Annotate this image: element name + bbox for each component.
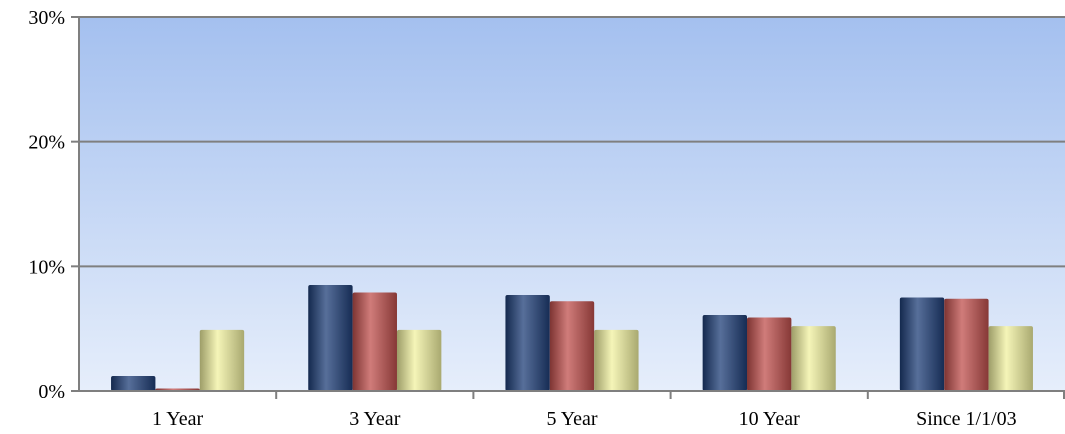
x-axis-tick-labels: 1 Year 3 Year 5 Year 10 Year Since 1/1/03 bbox=[152, 408, 1017, 430]
bar bbox=[352, 292, 397, 391]
bar bbox=[594, 329, 639, 391]
y-tick-label: 20% bbox=[28, 132, 65, 154]
x-tick-label: Since 1/1/03 bbox=[916, 408, 1017, 430]
bar bbox=[549, 301, 595, 391]
bar bbox=[111, 376, 156, 391]
bar bbox=[791, 326, 836, 391]
bar bbox=[702, 314, 748, 391]
x-tick-label: 5 Year bbox=[546, 408, 597, 430]
y-axis-tick-labels: 0% 10% 20% 30% bbox=[28, 7, 65, 403]
x-tick-label: 1 Year bbox=[152, 408, 203, 430]
axes bbox=[71, 16, 1065, 399]
gridlines bbox=[79, 16, 1065, 268]
bars-group bbox=[111, 285, 1033, 391]
x-tick-label: 10 Year bbox=[739, 408, 800, 430]
bar bbox=[308, 285, 353, 391]
y-tick-label: 0% bbox=[38, 381, 65, 403]
bar bbox=[944, 298, 989, 391]
y-tick-label: 30% bbox=[28, 7, 65, 29]
bar bbox=[396, 329, 442, 391]
x-tick-label: 3 Year bbox=[349, 408, 400, 430]
bar bbox=[899, 297, 945, 391]
y-tick-label: 10% bbox=[28, 256, 65, 278]
bar bbox=[199, 329, 245, 391]
bar bbox=[505, 295, 550, 391]
bar bbox=[988, 326, 1033, 391]
bar bbox=[747, 317, 792, 391]
